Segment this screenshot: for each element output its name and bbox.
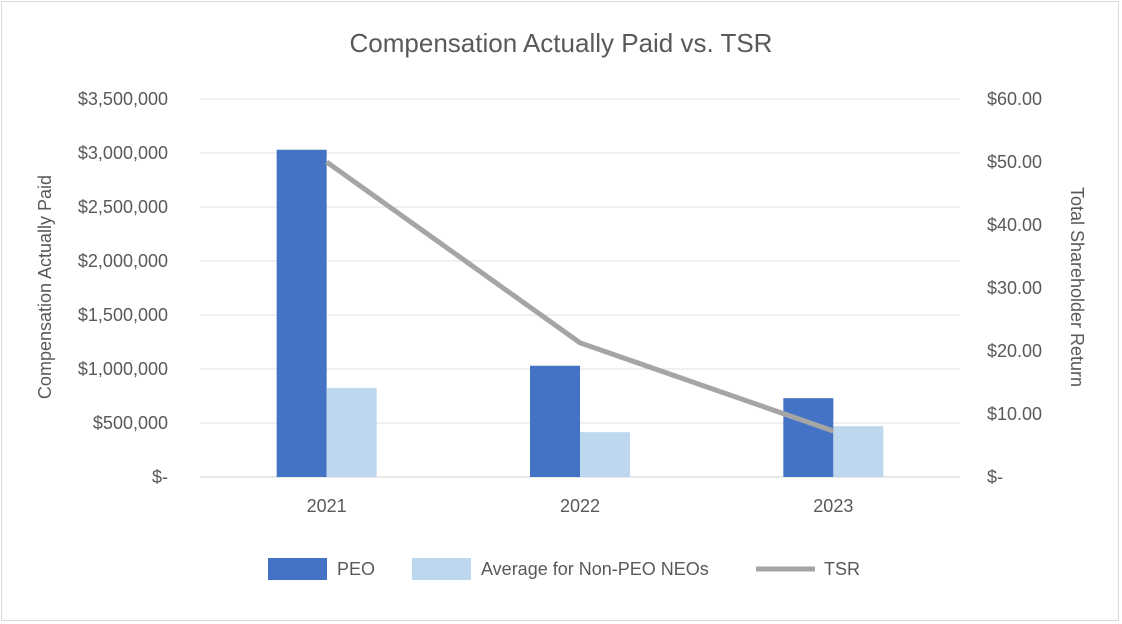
x-tick-label: 2021 (307, 496, 347, 516)
x-axis-ticks: 2021 2022 2023 (307, 496, 854, 516)
y2-tick-label: $40.00 (987, 215, 1042, 235)
right-axis-ticks: $- $10.00 $20.00 $30.00 $40.00 $50.00 $60.00 (987, 89, 1042, 487)
y-tick-label: $3,000,000 (78, 143, 168, 163)
y-tick-label: $2,000,000 (78, 251, 168, 271)
legend-label-tsr: TSR (824, 559, 860, 579)
bar-peo (530, 365, 580, 477)
bar-non-peo-neo (326, 387, 377, 477)
y2-tick-label: $60.00 (987, 89, 1042, 109)
legend-label-peo: PEO (337, 559, 375, 579)
y-tick-label: $1,000,000 (78, 359, 168, 379)
legend-swatch-non-peo-neo (412, 558, 471, 580)
y-tick-label: $500,000 (93, 413, 168, 433)
legend-label-non-peo-neo: Average for Non-PEO NEOs (481, 559, 709, 579)
tsr-line-group (325, 159, 835, 434)
x-tick-label: 2023 (813, 496, 853, 516)
bar-peo (276, 149, 327, 477)
tsr-line (325, 159, 835, 434)
y-tick-label: $3,500,000 (78, 89, 168, 109)
y-tick-label: $1,500,000 (78, 305, 168, 325)
bar-non-peo-neo (580, 432, 630, 477)
bars (276, 149, 884, 477)
chart-title: Compensation Actually Paid vs. TSR (350, 28, 773, 58)
legend-swatch-peo (268, 558, 327, 580)
legend: PEO Average for Non-PEO NEOs TSR (268, 558, 860, 580)
x-tick-label: 2022 (560, 496, 600, 516)
y2-tick-label: $50.00 (987, 152, 1042, 172)
y2-tick-label: $- (987, 467, 1003, 487)
y2-tick-label: $30.00 (987, 278, 1042, 298)
bar-peo (783, 398, 834, 477)
y-tick-label: $- (152, 467, 168, 487)
y2-tick-label: $20.00 (987, 341, 1042, 361)
bar-non-peo-neo (833, 426, 884, 477)
y2-tick-label: $10.00 (987, 404, 1042, 424)
left-axis-ticks: $- $500,000 $1,000,000 $1,500,000 $2,000,000… (78, 89, 168, 487)
y2-axis-title: Total Shareholder Return (1067, 187, 1087, 387)
y-axis-title: Compensation Actually Paid (35, 175, 55, 399)
y-tick-label: $2,500,000 (78, 197, 168, 217)
